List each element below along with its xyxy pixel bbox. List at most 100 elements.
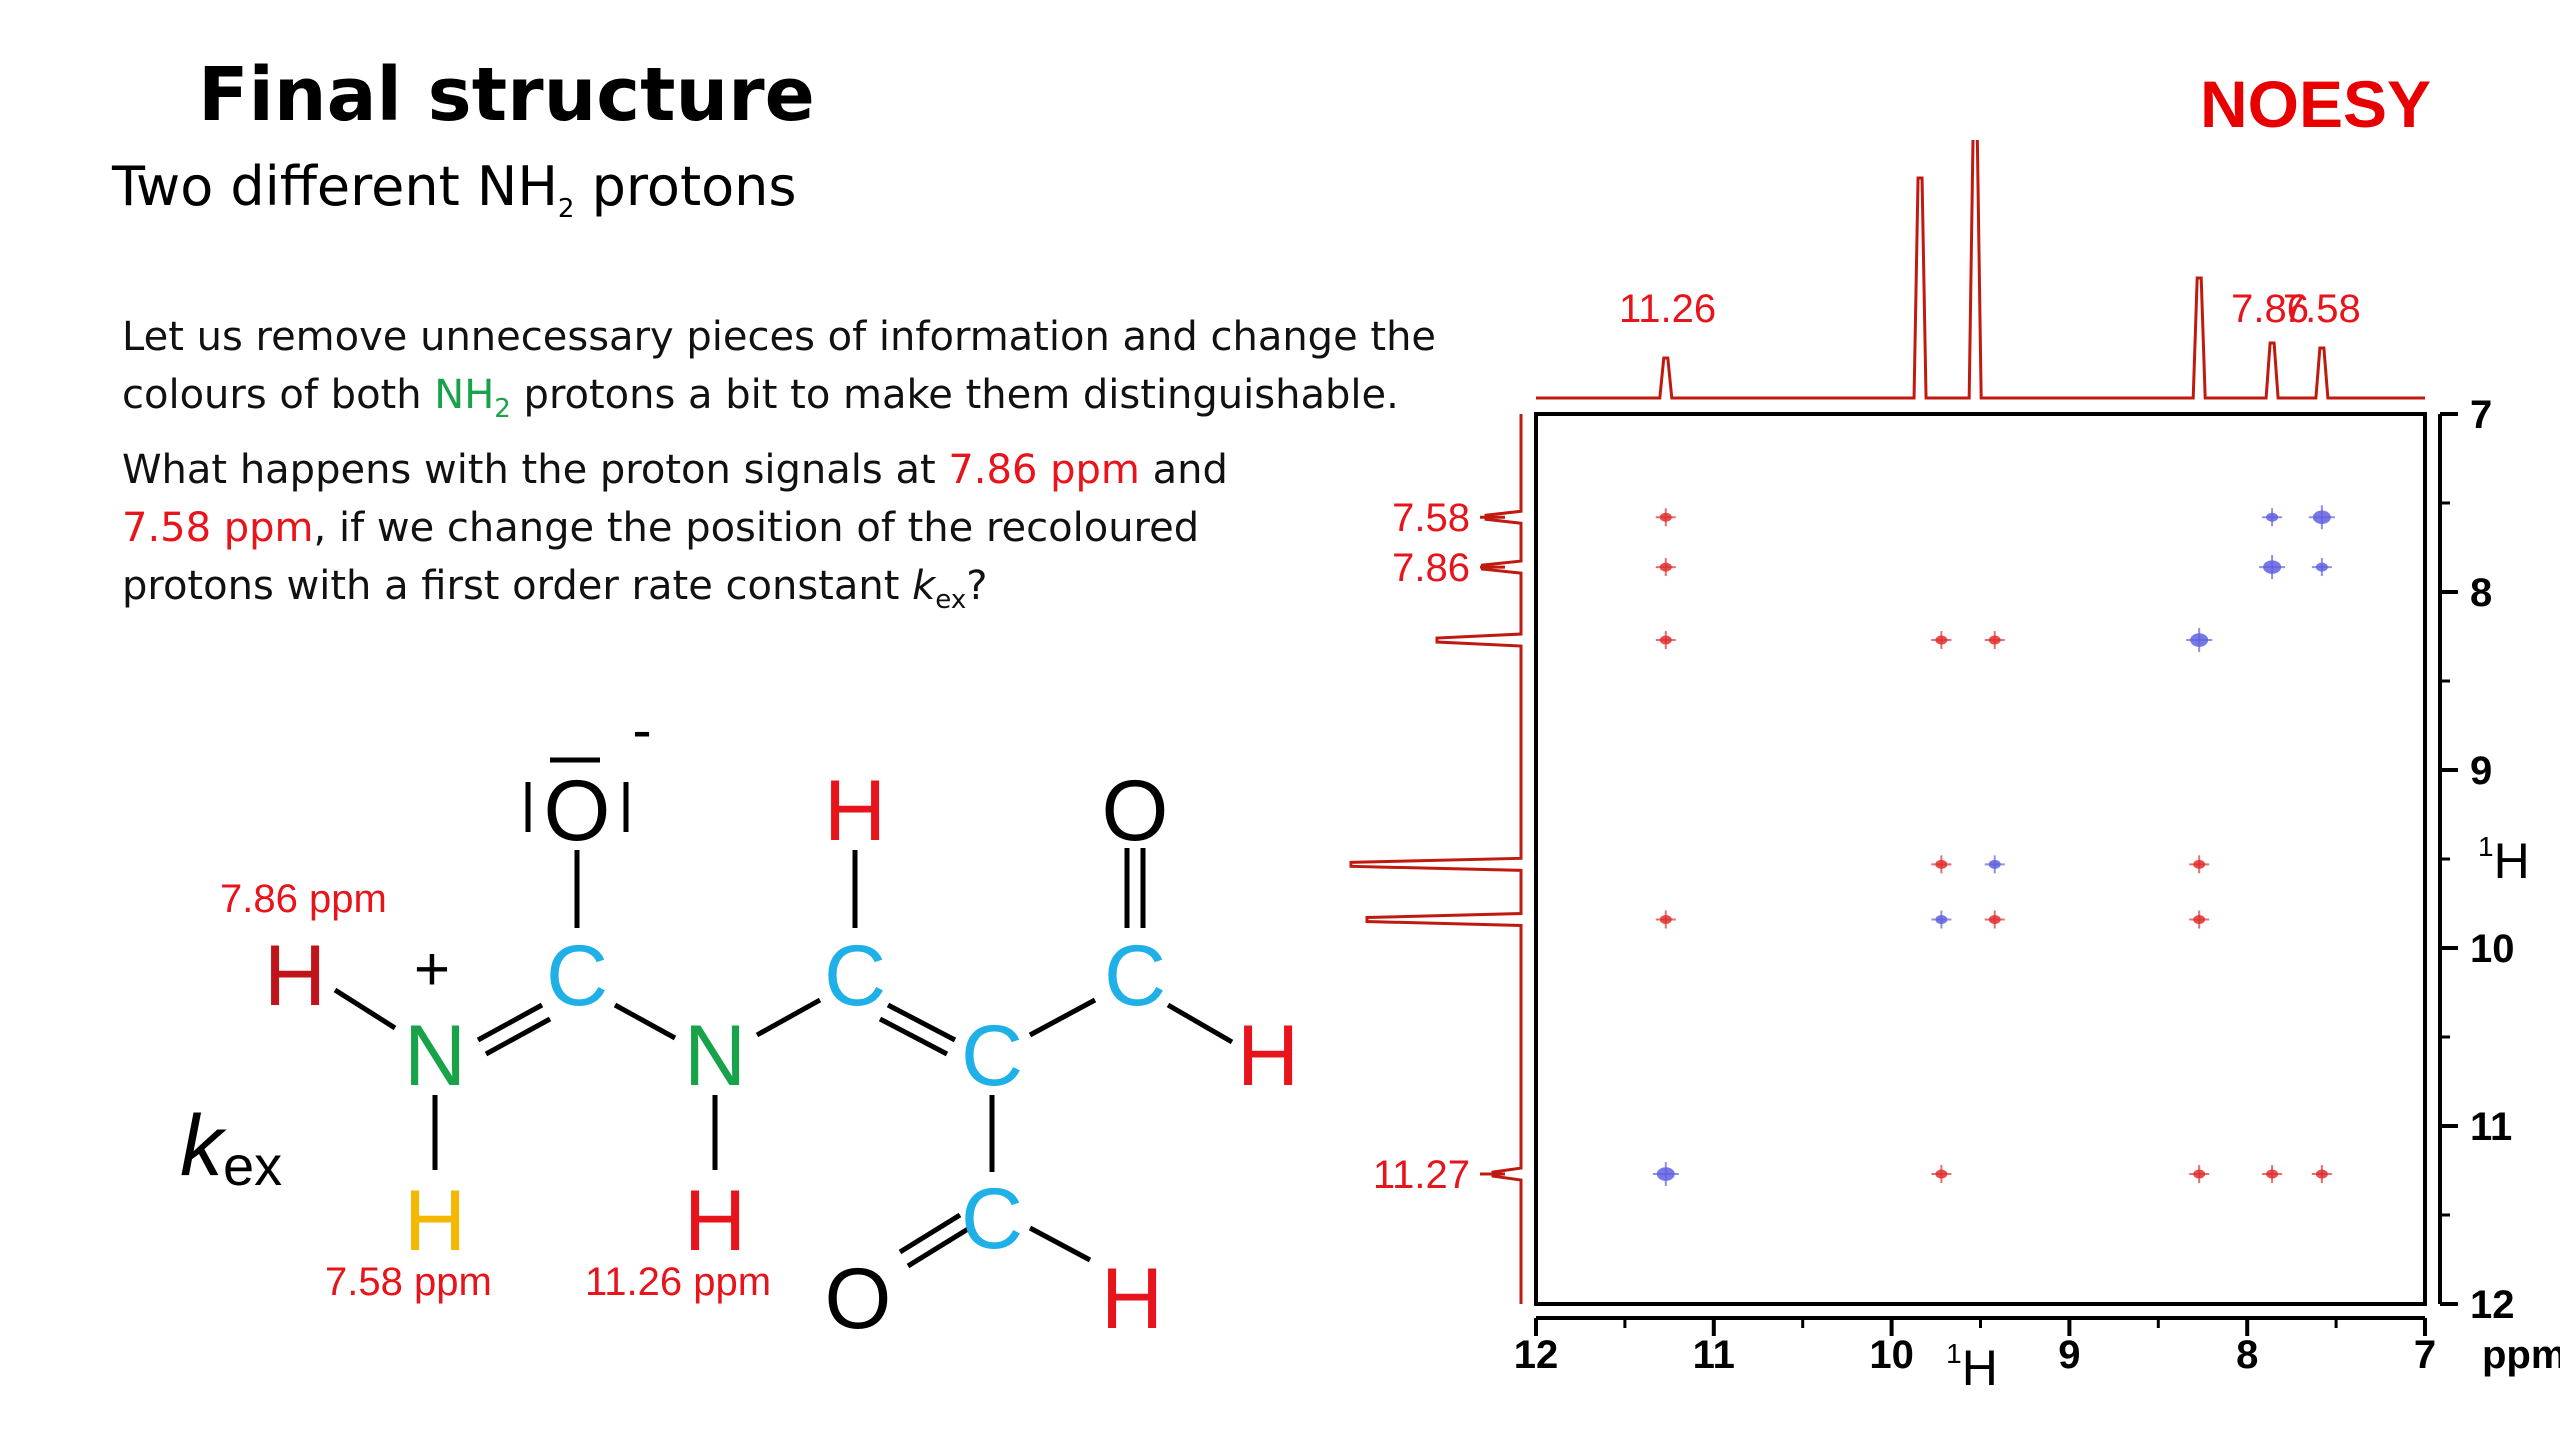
atom-c2: C xyxy=(824,928,886,1024)
atom-o-minus: O xyxy=(544,763,611,859)
bond-n-c1-a xyxy=(476,1002,544,1043)
cross-peak-positive xyxy=(1655,508,1676,527)
cross-peak-negative xyxy=(1652,1162,1679,1187)
left-peak-label: 7.86 xyxy=(1392,546,1470,590)
noesy-badge: NOESY xyxy=(2200,67,2432,141)
page-subtitle: Two different NH2 protons xyxy=(112,155,797,224)
kex-sub: ex xyxy=(223,1134,282,1197)
bond-c5-o-a xyxy=(898,1212,962,1255)
x-tick-label: 11 xyxy=(1693,1333,1735,1377)
left-peak-label: 11.27 xyxy=(1373,1153,1470,1197)
y-tick-label: 7 xyxy=(2470,393,2492,437)
para1-line2-pre: colours of both xyxy=(122,372,435,418)
label-786-ppm: 7.86 ppm xyxy=(220,877,387,921)
x-tick-label: 7 xyxy=(2414,1333,2436,1377)
para2-k-sub: ex xyxy=(935,585,967,615)
atom-h-red: H xyxy=(264,928,326,1024)
cross-peak-negative xyxy=(2311,558,2332,577)
top-peak-label: 7.86 xyxy=(2231,287,2309,331)
para2-ppm-786: 7.86 ppm xyxy=(948,447,1140,493)
cross-peak-positive xyxy=(2311,1165,2332,1184)
atom-h-bottom: H xyxy=(1101,1251,1163,1347)
cross-peak-positive xyxy=(1655,910,1676,929)
left-peak-label: 7.58 xyxy=(1392,496,1470,540)
para1-line1: Let us remove unnecessary pieces of info… xyxy=(122,314,1437,360)
atom-h-right: H xyxy=(1237,1008,1299,1104)
cross-peak-positive xyxy=(1984,631,2005,650)
top-projection-trace xyxy=(1536,140,2425,400)
para2-line1-pre: What happens with the proton signals at xyxy=(122,447,949,493)
cross-peak-positive xyxy=(1931,631,1952,650)
y-axis: 7 8 9 10 11 12 xyxy=(2438,393,2515,1327)
kex-k: k xyxy=(180,1098,227,1194)
para2-line1-post: and xyxy=(1139,447,1228,493)
atom-o-top: O xyxy=(1102,763,1169,859)
para2-line3-pre: protons with a first order rate constant xyxy=(122,563,913,609)
para2-ppm-758: 7.58 ppm xyxy=(122,505,314,551)
x-axis-label-text: H xyxy=(1962,1340,1998,1396)
bond-c2-c3-a xyxy=(886,1002,957,1043)
x-axis-label: 1H xyxy=(1946,1338,1998,1396)
cross-peak-negative xyxy=(1984,855,2005,874)
subtitle-pre: Two different NH xyxy=(112,155,558,218)
charge-minus: - xyxy=(632,700,651,763)
atom-n2: N xyxy=(684,1008,746,1104)
atom-c5: C xyxy=(961,1171,1023,1267)
y-axis-label-sup: 1 xyxy=(2478,831,2494,862)
para2-k: k xyxy=(912,563,936,609)
cross-peak-positive xyxy=(1655,558,1676,577)
para2-line3-post: ? xyxy=(966,563,988,609)
atom-h-nh: H xyxy=(684,1173,746,1269)
bond-n2-c2 xyxy=(755,997,822,1038)
atom-o-bottom: O xyxy=(825,1251,892,1347)
atom-h-top: H xyxy=(824,763,886,859)
x-axis-unit: ppm xyxy=(2482,1333,2560,1377)
y-tick-label: 11 xyxy=(2470,1105,2512,1149)
cross-peak-positive xyxy=(2189,855,2210,874)
label-758-ppm: 7.58 ppm xyxy=(325,1260,492,1304)
para2-line1: What happens with the proton signals at … xyxy=(122,441,1442,499)
bond-h-n xyxy=(333,987,397,1031)
y-tick-label: 12 xyxy=(2470,1283,2515,1327)
y-tick-label: 10 xyxy=(2470,927,2515,971)
bond-c3-c4 xyxy=(1028,997,1097,1038)
plot-frame xyxy=(1534,412,2427,1306)
charge-plus: + xyxy=(414,935,450,1004)
para1-nh: NH xyxy=(434,372,495,418)
cross-peak-positive xyxy=(2262,1165,2283,1184)
bond-c2-c3-b xyxy=(878,1016,949,1057)
cross-peak-positive xyxy=(1655,631,1676,650)
para2-line2: 7.58 ppm, if we change the position of t… xyxy=(122,499,1442,557)
y-axis-label: 1H xyxy=(2478,831,2530,889)
cross-peak-negative xyxy=(2259,555,2286,580)
x-tick-label: 10 xyxy=(1869,1333,1914,1377)
subtitle-sub: 2 xyxy=(557,193,575,224)
paragraph-intro: Let us remove unnecessary pieces of info… xyxy=(122,308,1442,438)
x-tick-label: 8 xyxy=(2236,1333,2258,1377)
para1-nh-sub: 2 xyxy=(494,394,511,424)
para1-line2: colours of both NH2 protons a bit to mak… xyxy=(122,366,1442,438)
cross-peak-positive xyxy=(1984,910,2005,929)
bond-c4-h xyxy=(1166,1002,1234,1045)
x-axis: 12 11 10 9 8 7 xyxy=(1514,1316,2436,1377)
cross-peak-positive xyxy=(1931,1165,1952,1184)
atom-c1: C xyxy=(546,928,608,1024)
cross-peak-negative xyxy=(1931,910,1952,929)
atom-h-yellow: H xyxy=(404,1173,466,1269)
bond-c5-o-b xyxy=(906,1226,970,1269)
page-title: Final structure xyxy=(198,52,815,138)
y-tick-label: 8 xyxy=(2470,571,2492,615)
top-peak-label: 11.26 xyxy=(1619,287,1716,331)
bond-n-c1-b xyxy=(484,1016,552,1057)
cross-peak-positive xyxy=(1931,855,1952,874)
left-projection-trace xyxy=(1349,414,1523,1304)
cross-peak-negative xyxy=(2308,505,2335,530)
y-axis-label-text: H xyxy=(2494,833,2530,889)
cross-peak-negative xyxy=(2186,628,2213,653)
cross-peak-negative xyxy=(2262,508,2283,527)
atoms: H N H C O N H C H C C O H C O H xyxy=(264,763,1299,1347)
para2-line3: protons with a first order rate constant… xyxy=(122,557,1442,629)
para1-line2-post: protons a bit to make them distinguishab… xyxy=(510,372,1399,418)
cross-peaks xyxy=(1652,505,2335,1187)
